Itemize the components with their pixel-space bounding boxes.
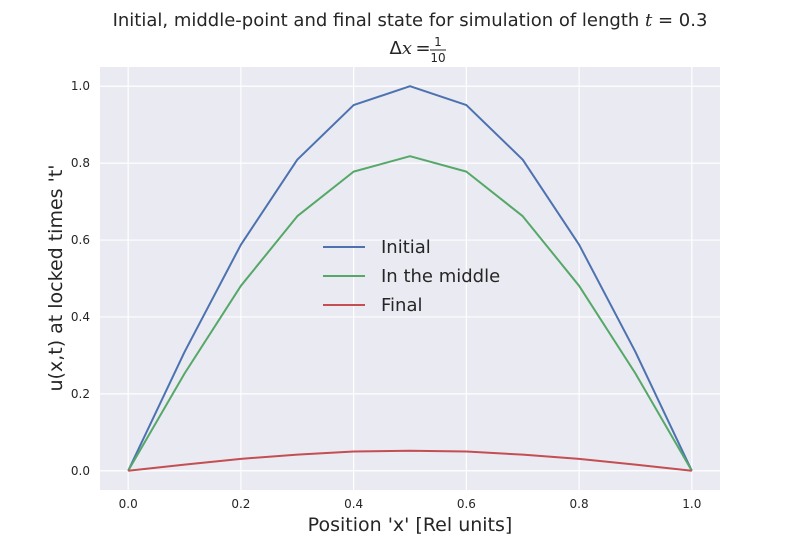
- x-tick-labels: 0.0 0.2 0.4 0.6 0.8 1.0: [119, 497, 702, 511]
- subtitle-numerator: 1: [434, 35, 442, 49]
- x-tick-label: 0.0: [119, 497, 138, 511]
- chart-subtitle: Δx = 1 10: [390, 35, 446, 65]
- subtitle-equals: =: [415, 38, 430, 59]
- legend: Initial In the middle Final: [323, 237, 500, 316]
- chart-title: Initial, middle-point and final state fo…: [113, 10, 708, 31]
- y-tick-labels: 0.0 0.2 0.4 0.6 0.8 1.0: [71, 79, 90, 478]
- series-lines: [127, 85, 693, 472]
- series-line-in-the-middle: [127, 155, 693, 472]
- y-tick-label: 0.6: [71, 233, 90, 247]
- legend-label-initial: Initial: [381, 237, 431, 258]
- y-tick-label: 0.8: [71, 156, 90, 170]
- x-tick-label: 0.2: [231, 497, 250, 511]
- legend-label-in-the-middle: In the middle: [381, 266, 500, 287]
- y-tick-label: 0.4: [71, 310, 90, 324]
- subtitle-lhs: Δx: [390, 38, 412, 59]
- y-tick-label: 0.0: [71, 464, 90, 478]
- series-line-initial: [127, 85, 693, 472]
- plot-area: [100, 67, 720, 490]
- x-tick-label: 0.6: [457, 497, 476, 511]
- legend-label-final: Final: [381, 295, 422, 316]
- x-tick-label: 1.0: [682, 497, 701, 511]
- x-tick-label: 0.4: [344, 497, 363, 511]
- series-line-final: [128, 449, 692, 472]
- y-axis-title: u(x,t) at locked times 't': [45, 165, 67, 392]
- subtitle-denominator: 10: [430, 51, 445, 65]
- x-axis-title: Position 'x' [Rel units]: [308, 514, 513, 536]
- y-tick-label: 1.0: [71, 79, 90, 93]
- y-tick-label: 0.2: [71, 387, 90, 401]
- x-tick-label: 0.8: [570, 497, 589, 511]
